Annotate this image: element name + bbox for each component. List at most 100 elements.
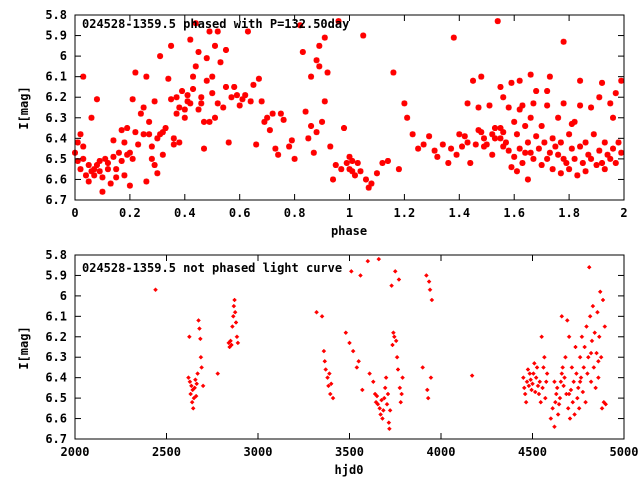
data-point — [519, 160, 526, 166]
phased-data-points — [72, 18, 625, 195]
data-point — [461, 133, 468, 140]
data-point — [563, 160, 570, 166]
data-point — [577, 102, 584, 109]
y-tick-label: 6.7 — [45, 432, 67, 446]
data-point — [531, 361, 537, 366]
data-point — [367, 371, 372, 376]
data-point — [600, 297, 606, 303]
data-point — [206, 118, 213, 125]
data-point — [198, 354, 204, 360]
data-point — [324, 69, 331, 76]
data-point — [568, 387, 574, 393]
data-point — [391, 330, 396, 336]
data-point — [541, 365, 546, 370]
x-tick-label: 5000 — [610, 445, 639, 459]
data-point — [176, 104, 183, 111]
data-point — [168, 96, 175, 103]
data-point — [552, 424, 557, 430]
data-point — [196, 318, 201, 323]
unphased-plot-xlabel: hjd0 — [335, 463, 364, 477]
data-point — [560, 155, 567, 162]
data-point — [577, 77, 584, 84]
data-point — [489, 151, 496, 158]
data-point — [549, 166, 556, 173]
data-point — [382, 385, 388, 391]
data-point — [313, 129, 320, 136]
data-point — [327, 143, 334, 150]
data-point — [571, 118, 578, 125]
data-point — [576, 405, 582, 411]
data-point — [566, 131, 573, 138]
data-point — [126, 182, 133, 189]
data-point — [85, 178, 92, 185]
data-point — [373, 170, 380, 177]
x-tick-label: 4500 — [518, 445, 547, 459]
data-point — [168, 42, 175, 49]
data-point — [228, 338, 233, 344]
data-point — [555, 412, 561, 417]
data-point — [132, 129, 139, 136]
x-tick-label: 2 — [620, 206, 627, 220]
data-point — [143, 73, 150, 80]
data-point — [229, 342, 234, 348]
data-point — [332, 162, 339, 169]
x-tick-label: 3500 — [335, 445, 364, 459]
data-point — [429, 297, 435, 303]
data-point — [215, 371, 221, 376]
data-point — [187, 334, 192, 340]
data-point — [439, 141, 446, 148]
data-point — [148, 143, 155, 150]
data-point — [478, 73, 485, 80]
data-point — [253, 141, 260, 148]
data-point — [494, 18, 501, 25]
data-point — [387, 408, 393, 413]
data-point — [165, 75, 172, 82]
data-point — [615, 139, 622, 146]
data-point — [528, 377, 534, 383]
data-point — [195, 49, 202, 55]
phased-plot-ylabel: I[mag] — [17, 86, 31, 129]
data-point — [121, 172, 128, 179]
data-point — [201, 145, 208, 152]
data-point — [232, 309, 238, 315]
data-point — [96, 157, 103, 164]
data-point — [599, 79, 606, 86]
data-point — [184, 92, 191, 99]
data-point — [415, 145, 422, 152]
data-point — [500, 129, 507, 136]
data-point — [586, 264, 592, 270]
data-point — [151, 98, 158, 105]
data-point — [198, 100, 205, 107]
data-point — [104, 166, 111, 173]
x-tick-label: 0 — [71, 206, 78, 220]
data-point — [187, 36, 194, 43]
data-point — [159, 129, 166, 136]
x-tick-label: 2000 — [61, 445, 90, 459]
data-point — [527, 149, 534, 156]
data-point — [374, 393, 380, 399]
data-point — [157, 131, 164, 138]
data-point — [533, 88, 540, 95]
data-point — [343, 160, 350, 166]
data-point — [321, 98, 328, 105]
data-point — [459, 143, 466, 150]
data-point — [368, 180, 375, 187]
data-point — [396, 277, 402, 282]
data-point — [557, 139, 564, 146]
data-point — [591, 365, 597, 370]
data-point — [590, 303, 596, 309]
data-point — [124, 125, 131, 132]
data-point — [230, 313, 236, 319]
data-point — [377, 405, 383, 411]
data-point — [200, 383, 206, 389]
data-point — [571, 379, 577, 385]
data-point — [478, 129, 485, 136]
data-point — [464, 139, 471, 146]
data-point — [524, 176, 531, 183]
data-point — [530, 100, 537, 107]
data-point — [384, 157, 391, 164]
data-point — [349, 157, 356, 164]
data-point — [566, 334, 572, 340]
data-point — [497, 125, 504, 132]
data-point — [559, 371, 565, 376]
